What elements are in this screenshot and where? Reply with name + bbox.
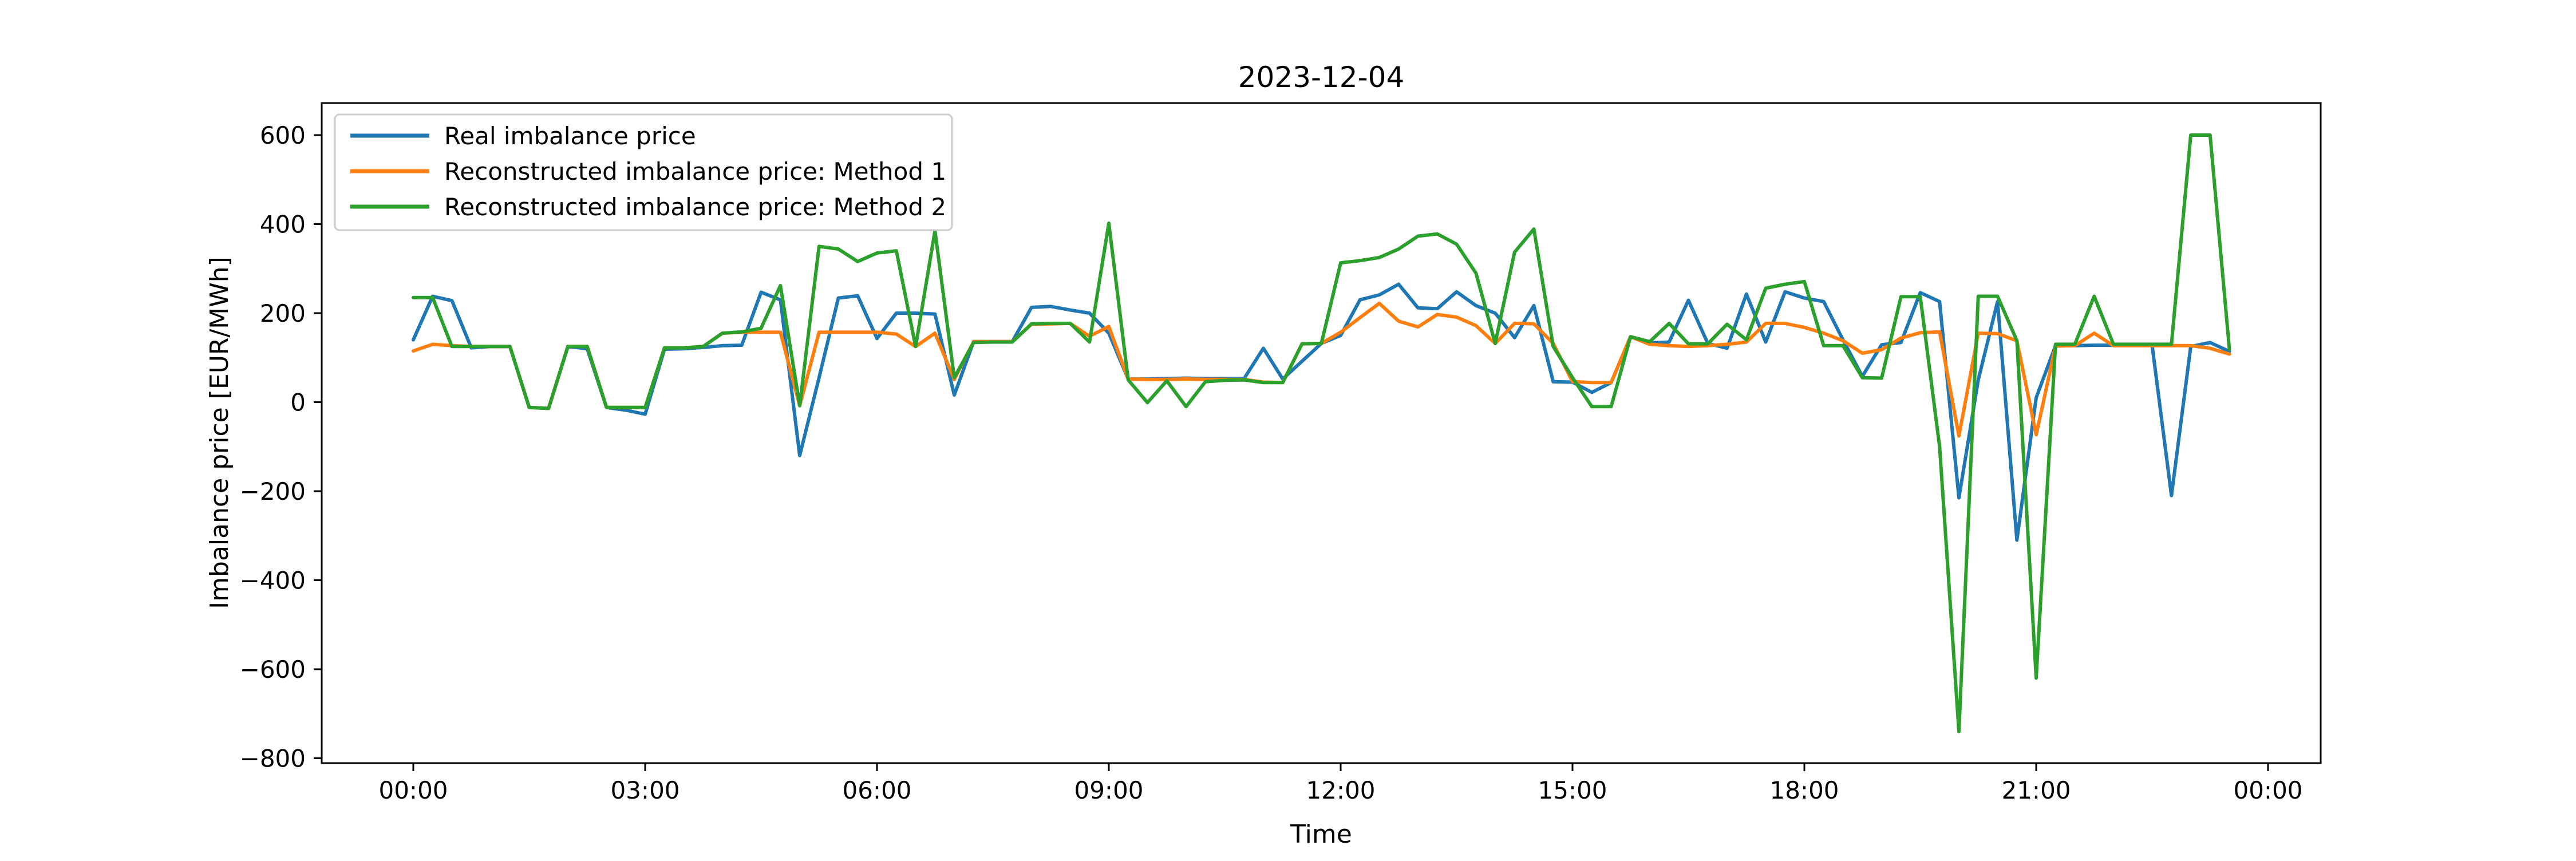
x-tick-label: 18:00 [1769,776,1839,804]
x-tick-label: 09:00 [1074,776,1143,804]
y-tick-label: −800 [240,745,306,773]
series-line-reconstructed-imbalance-price-method-2 [412,133,2231,733]
x-tick-label: 00:00 [378,776,448,804]
y-tick-label: −600 [240,655,306,684]
x-tick-label: 21:00 [2001,776,2071,804]
series-group [412,133,2231,733]
y-tick-label: 0 [290,389,306,417]
legend-label-method-2: Reconstructed imbalance price: Method 2 [444,193,946,221]
y-tick-label: −200 [240,477,306,505]
y-axis-ticks: 600 400 200 0 −200 −400 −600 −800 [240,121,322,773]
series-line-reconstructed-imbalance-price-method-1 [412,301,2231,438]
y-axis-label: Imbalance price [EUR/MWh] [205,256,234,609]
legend-label-method-1: Reconstructed imbalance price: Method 1 [444,157,946,185]
x-tick-label: 06:00 [842,776,911,804]
chart-title: 2023-12-04 [1238,61,1405,94]
x-tick-label: 03:00 [610,776,679,804]
y-tick-label: −400 [240,567,306,595]
y-tick-label: 600 [260,121,306,149]
plot-border [321,102,2322,764]
x-tick-label: 00:00 [2233,776,2302,804]
legend-label-real-imbalance-price: Real imbalance price [444,122,696,150]
y-tick-label: 200 [260,299,306,327]
x-tick-label: 12:00 [1306,776,1375,804]
series-line-real-imbalance-price [412,282,2231,542]
x-tick-label: 15:00 [1538,776,1607,804]
legend: Real imbalance price Reconstructed imbal… [334,113,953,231]
x-axis-label: Time [1290,820,1352,849]
legend-box [334,113,953,231]
y-tick-label: 400 [260,211,306,239]
x-axis-ticks: 00:00 03:00 06:00 09:00 12:00 15:00 18:00 21:00… [378,763,2303,804]
